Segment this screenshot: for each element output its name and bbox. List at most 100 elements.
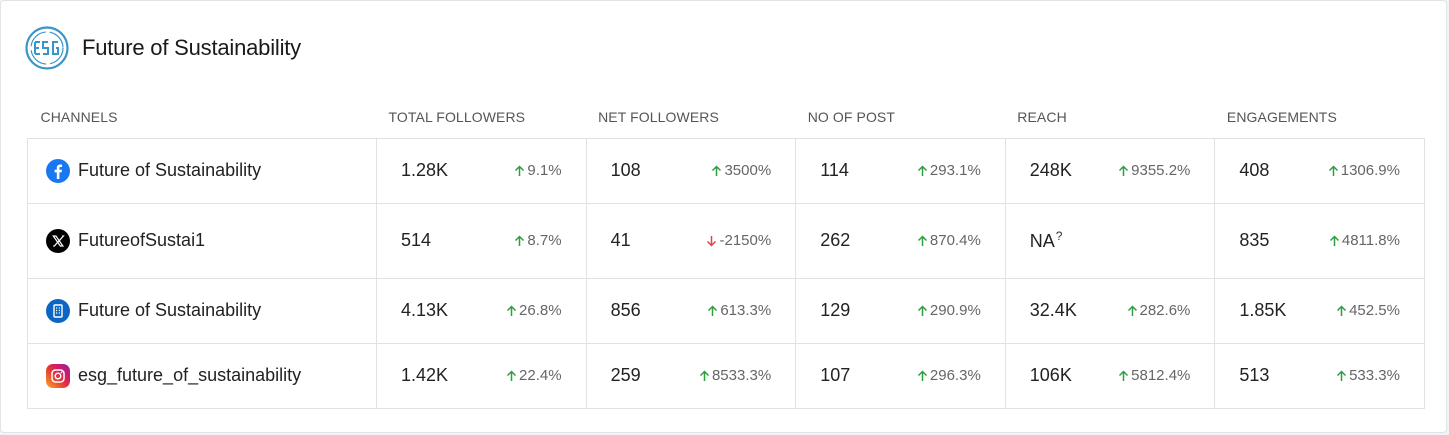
metric-value: 513 (1239, 365, 1270, 385)
metric-cell: 514 8.7% (376, 202, 587, 279)
metric-value: 107 (820, 365, 851, 385)
metric-value: 114 (820, 160, 849, 180)
arrow-up-icon (1328, 164, 1338, 176)
change-badge: 293.1% (917, 162, 981, 179)
metric-cell: 408 1306.9% (1214, 137, 1425, 204)
table-row: Future of Sustainability 1.28K 9.1% 108 35… (27, 137, 1425, 204)
change-value: 452.5% (1349, 302, 1400, 319)
facebook-icon (46, 158, 70, 183)
column-header-engagements: ENGAGEMENTS (1226, 108, 1337, 125)
esg-logo-icon (25, 26, 69, 70)
metric-value: 248K (1029, 160, 1072, 180)
channel-name: Future of Sustainability (78, 160, 262, 180)
metric-value: 856 (610, 300, 641, 320)
metric-value: 1.28K (401, 160, 449, 180)
metric-value: 129 (820, 300, 851, 320)
metric-value: 41 (610, 230, 631, 250)
change-badge: 3500% (711, 162, 771, 179)
column-header-net-followers: NET FOLLOWERS (598, 108, 719, 125)
arrow-up-icon (515, 234, 525, 246)
x-icon (46, 228, 70, 253)
info-tooltip-icon[interactable]: ? (1055, 229, 1063, 243)
change-value: 8.7% (527, 232, 562, 249)
metric-cell: 248K 9355.2% (1004, 137, 1216, 204)
change-badge: 9355.2% (1118, 162, 1190, 179)
change-badge: 452.5% (1336, 302, 1400, 319)
metric-value: 835 (1239, 230, 1270, 250)
table-row: esg_future_of_sustainability 1.42K 22.4% … (27, 342, 1425, 409)
metric-value: 1.42K (401, 365, 449, 385)
change-value: 9355.2% (1131, 162, 1191, 179)
metric-cell: 129 290.9% (795, 277, 1006, 344)
metric-cell: 259 8533.3% (585, 342, 797, 409)
change-badge: 26.8% (506, 302, 562, 319)
metric-value: 259 (610, 365, 641, 385)
change-badge: 9.1% (514, 162, 562, 179)
column-header-channels: CHANNELS (40, 108, 118, 125)
channel-cell[interactable]: esg_future_of_sustainability (27, 342, 377, 409)
channel-cell[interactable]: FutureofSustai1 (27, 202, 377, 279)
arrow-up-icon (699, 369, 709, 381)
change-badge: 296.3% (917, 367, 981, 384)
change-value: 26.8% (519, 302, 562, 319)
arrow-up-icon (917, 369, 927, 381)
channel-cell[interactable]: Future of Sustainability (27, 277, 377, 344)
arrow-up-icon (1337, 304, 1347, 316)
arrow-up-icon (507, 304, 517, 316)
arrow-up-icon (708, 304, 718, 316)
channel-name: esg_future_of_sustainability (78, 365, 302, 385)
metric-cell: 32.4K 282.6% (1004, 277, 1216, 344)
metric-value: 514 (401, 230, 432, 250)
metric-value: 1.85K (1239, 300, 1287, 320)
change-badge: 8533.3% (699, 367, 771, 384)
table-row: FutureofSustai1 514 8.7% 41 -2150% 262 870.… (27, 202, 1425, 279)
metric-cell: 41 -2150% (585, 202, 797, 279)
arrow-up-icon (507, 369, 517, 381)
arrow-up-icon (712, 164, 722, 176)
metric-cell: 4.13K 26.8% (376, 277, 587, 344)
column-header-total-followers: TOTAL FOLLOWERS (388, 108, 526, 125)
change-badge: 8.7% (514, 232, 562, 249)
arrow-down-icon (707, 235, 717, 247)
change-value: 4811.8% (1341, 232, 1400, 249)
change-badge: 290.9% (917, 302, 981, 319)
table-header-row: CHANNELS TOTAL FOLLOWERS NET FOLLOWERS N… (28, 96, 1425, 138)
arrow-up-icon (917, 304, 927, 316)
change-value: 870.4% (929, 232, 981, 249)
arrow-up-icon (917, 234, 927, 246)
linkedin-page-icon (46, 298, 70, 323)
arrow-up-icon (1329, 234, 1339, 246)
change-value: 9.1% (527, 162, 562, 179)
metric-cell: NA? (1004, 202, 1216, 279)
metric-cell: 106K 5812.4% (1004, 342, 1216, 409)
change-badge: 870.4% (917, 232, 981, 249)
metric-value: 106K (1029, 365, 1072, 385)
change-value: 613.3% (720, 302, 772, 319)
change-value: 5812.4% (1131, 367, 1191, 384)
metric-cell: 1.28K 9.1% (376, 137, 587, 204)
column-header-reach: REACH (1017, 108, 1067, 125)
metric-cell: 513 533.3% (1214, 342, 1425, 409)
instagram-icon (46, 363, 70, 388)
table-row: Future of Sustainability 4.13K 26.8% 856 6… (27, 277, 1425, 344)
change-value: -2150% (719, 232, 772, 249)
arrow-up-icon (1127, 304, 1137, 316)
change-value: 296.3% (929, 367, 981, 384)
change-badge: 533.3% (1336, 367, 1400, 384)
change-value: 290.9% (929, 302, 981, 319)
metric-value: 262 (820, 230, 851, 250)
change-value: 1306.9% (1340, 162, 1400, 179)
metric-cell: 1.85K 452.5% (1214, 277, 1425, 344)
change-value: 282.6% (1139, 302, 1191, 319)
metric-cell: 114 293.1% (795, 137, 1006, 204)
arrow-up-icon (1119, 164, 1129, 176)
channel-cell[interactable]: Future of Sustainability (27, 137, 377, 204)
metric-cell: 262 870.4% (795, 202, 1006, 279)
metric-value: 4.13K (401, 300, 449, 320)
metric-cell: 856 613.3% (585, 277, 797, 344)
change-value: 533.3% (1349, 367, 1400, 384)
change-value: 8533.3% (711, 367, 772, 384)
change-badge: 613.3% (707, 302, 771, 319)
channels-table: CHANNELS TOTAL FOLLOWERS NET FOLLOWERS N… (27, 96, 1425, 409)
